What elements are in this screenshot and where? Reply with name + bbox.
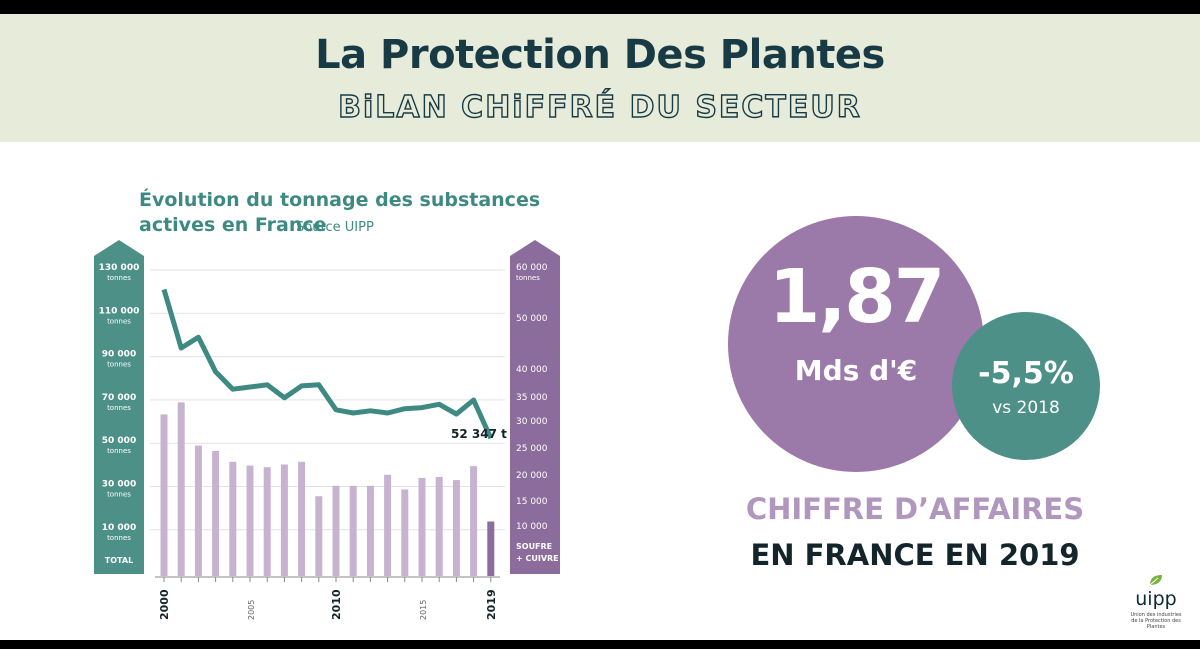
left-axis-tick-unit: tonnes <box>107 361 131 369</box>
right-axis-tick: 35 000 <box>516 393 548 403</box>
left-axis-tick: 90 000 <box>102 350 136 360</box>
bar <box>246 465 254 576</box>
bar <box>160 414 168 576</box>
right-axis-tick: 30 000 <box>516 417 548 427</box>
bar <box>349 485 357 576</box>
revenue-value: 1,87 <box>768 254 946 340</box>
tonnage-chart: Évolution du tonnage des substances acti… <box>94 188 560 620</box>
bar <box>212 451 220 576</box>
x-axis-labels: 2000 2005 2010 2015 2019 <box>158 589 498 620</box>
change-circle <box>952 312 1100 460</box>
bar <box>435 476 443 576</box>
infographic-frame: La Protection Des Plantes BiLAN CHiFFRÉ … <box>0 14 1200 640</box>
bar <box>401 489 409 576</box>
page-subtitle: BiLAN CHiFFRÉ DU SECTEUR <box>337 89 862 125</box>
left-axis-tick: 110 000 <box>99 306 140 316</box>
left-axis-tick: 130 000 <box>99 263 140 273</box>
header-band: La Protection Des Plantes BiLAN CHiFFRÉ … <box>0 14 1200 142</box>
right-axis-tick: 40 000 <box>516 365 548 375</box>
bar <box>452 480 460 576</box>
right-axis-tick: 25 000 <box>516 444 548 454</box>
bar <box>315 496 323 576</box>
chart-title-line2: actives en France <box>139 214 327 236</box>
leaf-icon <box>1149 575 1162 586</box>
left-axis-band <box>94 240 144 574</box>
left-axis-tick: 10 000 <box>102 523 136 533</box>
x-axis-label: 2019 <box>485 589 498 620</box>
logo-text: uipp <box>1135 588 1177 610</box>
right-axis-tick: 50 000 <box>516 314 548 324</box>
right-axis-tick: 10 000 <box>516 522 548 532</box>
left-axis-tick-unit: tonnes <box>107 534 131 542</box>
left-axis-label: TOTAL <box>105 556 133 565</box>
bar <box>487 521 495 576</box>
bar-series <box>160 402 495 576</box>
bar <box>177 402 185 576</box>
x-axis-label: 2010 <box>330 589 343 620</box>
uipp-logo: uipp Union des industries de la Protecti… <box>1128 572 1184 636</box>
x-axis-label: 2005 <box>247 600 256 620</box>
bar <box>298 461 306 576</box>
x-axis-label: 2015 <box>419 600 428 620</box>
change-label: vs 2018 <box>992 398 1060 418</box>
bar <box>470 466 478 576</box>
left-axis-tick-unit: tonnes <box>107 404 131 412</box>
bar <box>194 445 202 576</box>
revenue-caption-line2: EN FRANCE EN 2019 <box>750 538 1080 572</box>
left-axis-tick-unit: tonnes <box>107 447 131 455</box>
left-axis-tick: 30 000 <box>102 480 136 490</box>
revenue-circle <box>728 216 984 472</box>
bar <box>366 485 374 576</box>
bar <box>332 485 340 576</box>
left-axis-tick-unit: tonnes <box>107 317 131 325</box>
right-axis-tick-unit: tonnes <box>516 274 540 282</box>
left-axis-tick: 50 000 <box>102 436 136 446</box>
total-line <box>161 288 494 440</box>
end-annotation: 52 347 t <box>451 427 507 441</box>
left-axis-tick-unit: tonnes <box>107 491 131 499</box>
left-axis-tick-unit: tonnes <box>107 274 131 282</box>
bar <box>280 464 288 576</box>
page-title: La Protection Des Plantes <box>315 32 885 78</box>
bar <box>418 478 426 576</box>
right-axis-label-line2: + CUIVRE <box>516 554 559 563</box>
bar <box>263 467 271 576</box>
right-axis-tick: 20 000 <box>516 471 548 481</box>
right-axis-tick: 60 000 <box>516 263 548 273</box>
x-axis-label: 2000 <box>158 589 171 620</box>
chart-source: Source UIPP <box>296 220 374 235</box>
x-axis-ticks <box>163 577 492 582</box>
bar <box>229 461 237 576</box>
revenue-unit: Mds d'€ <box>794 354 918 387</box>
revenue-caption-line1: CHIFFRE D’AFFAIRES <box>745 492 1085 526</box>
right-axis-label-line1: SOUFRE <box>516 542 552 551</box>
chart-title-line1: Évolution du tonnage des substances <box>139 188 540 211</box>
left-axis-tick: 70 000 <box>102 393 136 403</box>
logo-tagline: Union des industries de la Protection de… <box>1130 612 1182 630</box>
change-value: -5,5% <box>978 356 1074 391</box>
bar <box>384 474 392 576</box>
right-axis-band <box>510 240 560 574</box>
right-axis-tick: 15 000 <box>516 497 548 507</box>
